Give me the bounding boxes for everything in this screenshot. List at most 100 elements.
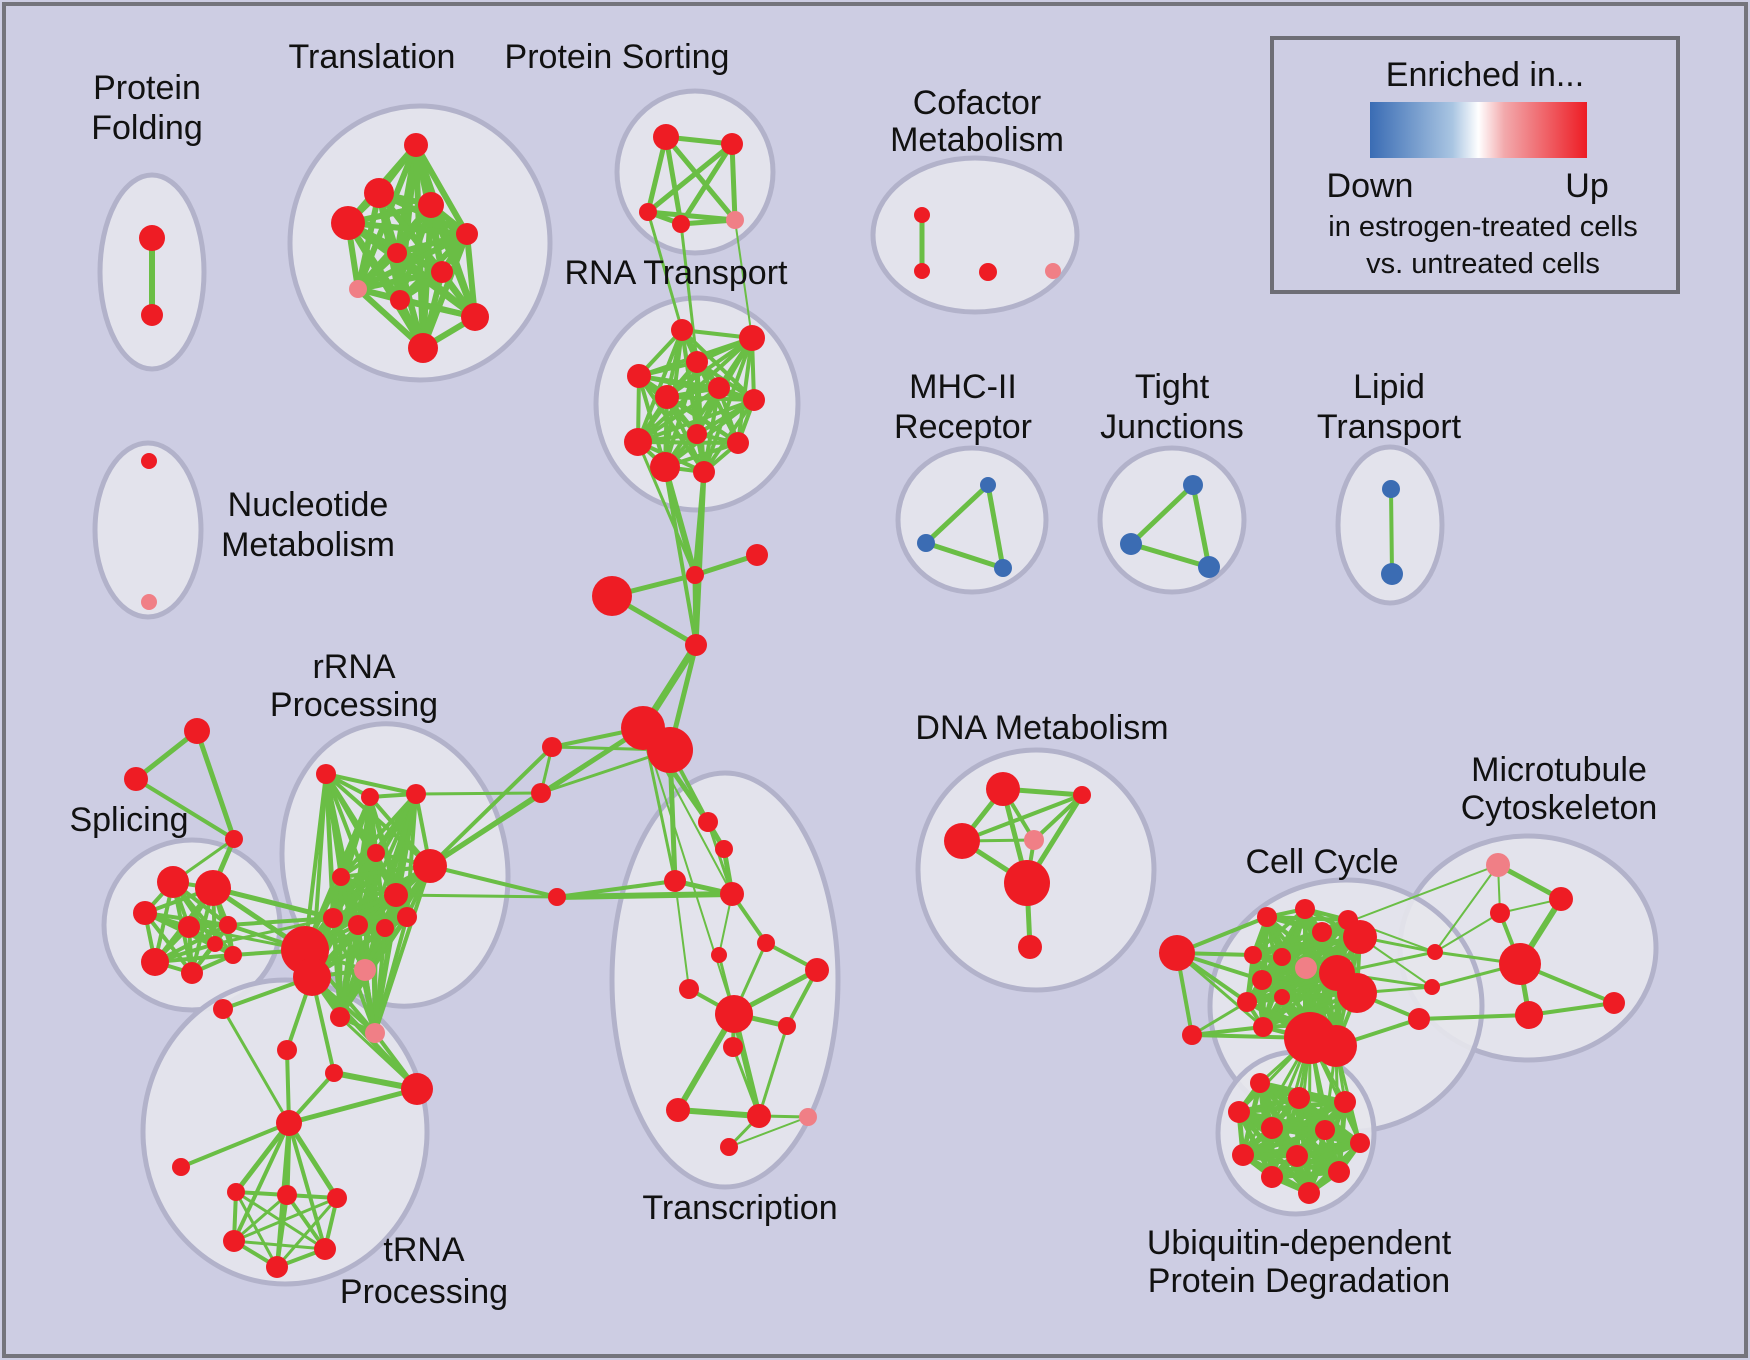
- node-rr0[interactable]: [316, 764, 336, 784]
- node-rr1[interactable]: [361, 788, 379, 806]
- node-sp8[interactable]: [224, 946, 242, 964]
- node-s1[interactable]: [124, 767, 148, 791]
- node-d2[interactable]: [944, 823, 980, 859]
- node-mt6[interactable]: [1424, 979, 1440, 995]
- node-tr7[interactable]: [325, 1064, 343, 1082]
- node-m2[interactable]: [994, 559, 1012, 577]
- node-ub5[interactable]: [1315, 1120, 1335, 1140]
- node-tr4[interactable]: [223, 1230, 245, 1252]
- node-rr7[interactable]: [397, 907, 417, 927]
- node-ps3[interactable]: [672, 215, 690, 233]
- node-r11[interactable]: [727, 432, 749, 454]
- node-cc13[interactable]: [1253, 1017, 1273, 1037]
- node-tr9[interactable]: [213, 999, 233, 1019]
- node-ps2[interactable]: [639, 203, 657, 221]
- node-cc7[interactable]: [1295, 957, 1317, 979]
- node-tc0[interactable]: [698, 812, 718, 832]
- node-cc0[interactable]: [1257, 907, 1277, 927]
- node-x7[interactable]: [531, 783, 551, 803]
- node-cc1[interactable]: [1295, 899, 1315, 919]
- node-tc13[interactable]: [799, 1108, 817, 1126]
- node-cc4[interactable]: [1343, 920, 1377, 954]
- node-x3[interactable]: [685, 634, 707, 656]
- node-tc14[interactable]: [720, 1138, 738, 1156]
- node-r10[interactable]: [693, 461, 715, 483]
- node-l0[interactable]: [1382, 480, 1400, 498]
- node-t10[interactable]: [408, 333, 438, 363]
- node-d5[interactable]: [1018, 935, 1042, 959]
- node-mt3[interactable]: [1515, 1001, 1543, 1029]
- node-r0[interactable]: [671, 319, 693, 341]
- node-tj0[interactable]: [1183, 475, 1203, 495]
- node-tc6[interactable]: [805, 958, 829, 982]
- node-s0[interactable]: [184, 718, 210, 744]
- node-ps1[interactable]: [721, 133, 743, 155]
- node-ub2[interactable]: [1334, 1091, 1356, 1113]
- node-rr6[interactable]: [384, 883, 408, 907]
- node-n1[interactable]: [141, 594, 157, 610]
- node-c1[interactable]: [914, 263, 930, 279]
- node-t1[interactable]: [364, 178, 394, 208]
- node-r5[interactable]: [708, 377, 730, 399]
- node-x2[interactable]: [592, 576, 632, 616]
- node-m0[interactable]: [980, 477, 996, 493]
- node-rr8[interactable]: [323, 908, 343, 928]
- node-pf1[interactable]: [141, 304, 163, 326]
- node-rr12[interactable]: [293, 958, 331, 996]
- node-tc4[interactable]: [757, 934, 775, 952]
- node-tr6[interactable]: [266, 1256, 288, 1278]
- node-rr9[interactable]: [348, 915, 368, 935]
- node-x6[interactable]: [542, 737, 562, 757]
- node-t0[interactable]: [404, 133, 428, 157]
- node-r4[interactable]: [655, 385, 679, 409]
- node-ub10[interactable]: [1328, 1161, 1350, 1183]
- node-cc2[interactable]: [1312, 922, 1332, 942]
- node-tc7[interactable]: [679, 979, 699, 999]
- node-rr10[interactable]: [376, 919, 394, 937]
- node-sp3[interactable]: [178, 916, 200, 938]
- node-cc11[interactable]: [1337, 973, 1377, 1013]
- node-tr5[interactable]: [314, 1238, 336, 1260]
- node-tc8[interactable]: [715, 995, 753, 1033]
- node-rr4[interactable]: [332, 868, 350, 886]
- node-t8[interactable]: [390, 290, 410, 310]
- node-sp5[interactable]: [141, 948, 169, 976]
- node-rr3[interactable]: [367, 844, 385, 862]
- node-x5[interactable]: [647, 727, 693, 773]
- node-mt5[interactable]: [1427, 944, 1443, 960]
- node-mt4[interactable]: [1603, 992, 1625, 1014]
- node-ccb[interactable]: [1182, 1025, 1202, 1045]
- node-tc12[interactable]: [747, 1104, 771, 1128]
- node-tr2[interactable]: [277, 1185, 297, 1205]
- node-ub7[interactable]: [1232, 1144, 1254, 1166]
- node-tj1[interactable]: [1120, 533, 1142, 555]
- node-rr13[interactable]: [330, 1007, 350, 1027]
- node-tj2[interactable]: [1198, 556, 1220, 578]
- node-ps0[interactable]: [653, 124, 679, 150]
- node-x8[interactable]: [548, 888, 566, 906]
- node-r3[interactable]: [686, 351, 708, 373]
- node-r7[interactable]: [687, 424, 707, 444]
- node-d1[interactable]: [1073, 786, 1091, 804]
- node-ub0[interactable]: [1250, 1073, 1270, 1093]
- node-mt7[interactable]: [1408, 1008, 1430, 1030]
- node-r9[interactable]: [650, 452, 680, 482]
- node-ub1[interactable]: [1288, 1087, 1310, 1109]
- node-sp4[interactable]: [219, 916, 237, 934]
- node-tc9[interactable]: [778, 1017, 796, 1035]
- node-cc12[interactable]: [1237, 992, 1257, 1012]
- node-d3[interactable]: [1024, 830, 1044, 850]
- node-cc8[interactable]: [1252, 970, 1272, 990]
- node-ub11[interactable]: [1298, 1182, 1320, 1204]
- node-cc16[interactable]: [1315, 1025, 1357, 1067]
- node-ub4[interactable]: [1261, 1117, 1283, 1139]
- node-tc5[interactable]: [711, 947, 727, 963]
- node-tc3[interactable]: [720, 882, 744, 906]
- node-cc6[interactable]: [1273, 948, 1291, 966]
- node-tc1[interactable]: [715, 840, 733, 858]
- node-sp6[interactable]: [181, 962, 203, 984]
- node-d0[interactable]: [986, 772, 1020, 806]
- node-mt1[interactable]: [1490, 903, 1510, 923]
- node-tri[interactable]: [172, 1158, 190, 1176]
- node-s2[interactable]: [225, 830, 243, 848]
